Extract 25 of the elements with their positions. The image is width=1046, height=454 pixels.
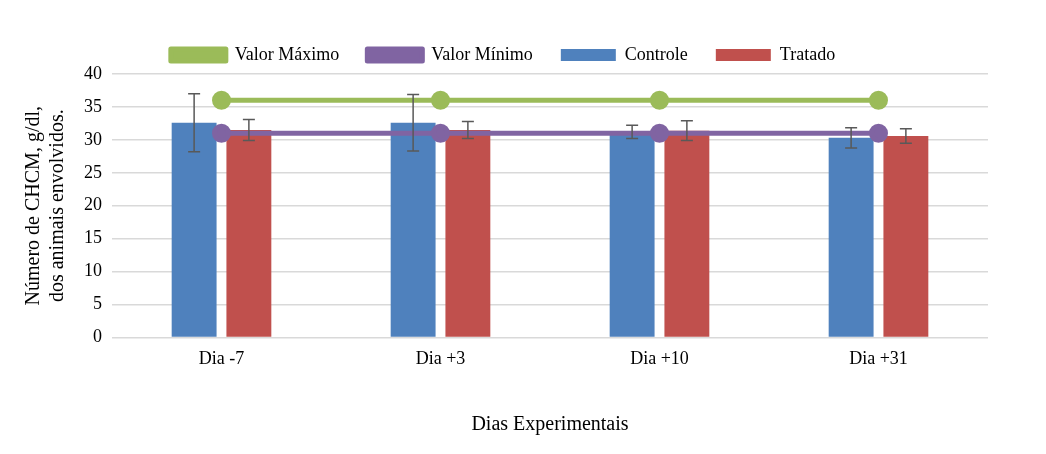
bar — [390, 122, 436, 337]
x-tick-label: Dia -7 — [198, 347, 245, 368]
y-tick-label: 20 — [84, 194, 102, 215]
bar — [226, 129, 272, 337]
legend-label: Valor Mínimo — [431, 43, 533, 64]
bar — [445, 129, 491, 337]
x-tick-label: Dia +10 — [630, 347, 689, 368]
legend-label: Controle — [624, 43, 688, 64]
x-tick-label: Dia +31 — [849, 347, 908, 368]
x-tick-label: Dia +3 — [415, 347, 466, 368]
bar — [828, 137, 874, 337]
legend-label: Tratado — [779, 43, 836, 64]
y-axis-title: Número de CHCM, g/dl, dos animais envolvidos. — [21, 105, 68, 306]
y-tick-label: 15 — [84, 227, 102, 248]
bar — [171, 122, 217, 337]
x-axis-title: Dias Experimentais — [471, 412, 629, 436]
y-tick-label: 10 — [84, 260, 102, 281]
y-tick-label: 0 — [93, 326, 102, 347]
y-tick-label: 40 — [84, 62, 102, 83]
y-tick-label: 5 — [93, 293, 102, 314]
y-tick-label: 30 — [84, 128, 102, 149]
y-tick-label: 35 — [84, 95, 102, 116]
y-tick-label: 25 — [84, 161, 102, 182]
bar — [883, 135, 929, 337]
legend-label: Valor Máximo — [234, 43, 340, 64]
